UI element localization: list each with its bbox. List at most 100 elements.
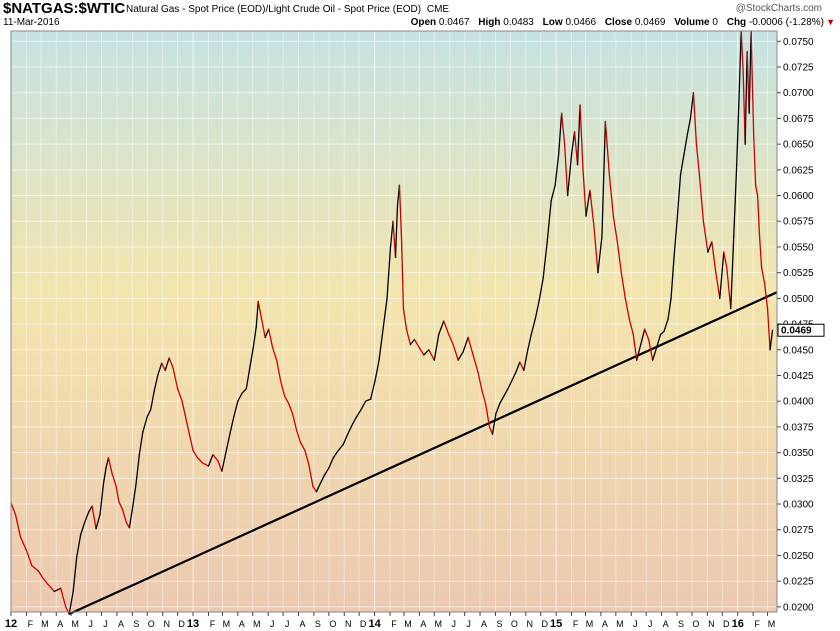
price-segment bbox=[153, 374, 159, 392]
price-segment bbox=[582, 169, 587, 217]
price-segment bbox=[279, 379, 286, 397]
y-tick-label: 0.0500 bbox=[783, 294, 814, 305]
chg-down-icon: ▼ bbox=[826, 17, 835, 27]
price-segment bbox=[249, 347, 254, 366]
price-segment bbox=[683, 133, 689, 156]
price-segment bbox=[332, 449, 339, 459]
x-month-label: J bbox=[285, 619, 290, 629]
price-segment bbox=[95, 513, 101, 530]
price-segment bbox=[686, 117, 692, 135]
high-label: High bbox=[478, 17, 501, 28]
y-tick-label: 0.0600 bbox=[783, 191, 814, 202]
price-segment bbox=[760, 266, 766, 284]
x-month-label: M bbox=[253, 619, 261, 629]
price-segment bbox=[304, 449, 310, 466]
y-tick-label: 0.0725 bbox=[783, 62, 814, 73]
x-month-label: M bbox=[435, 619, 443, 629]
y-axis: 0.0200 0.0225 0.0250 0.0275 0.0300 0.0325 0.03… bbox=[777, 37, 814, 613]
price-segment bbox=[186, 423, 194, 452]
x-month-label: S bbox=[496, 619, 502, 629]
price-segment bbox=[695, 143, 701, 176]
price-segment bbox=[225, 433, 231, 454]
price-segment bbox=[651, 347, 658, 361]
price-segment bbox=[161, 362, 166, 371]
price-segment bbox=[484, 402, 491, 428]
x-month-label: M bbox=[223, 619, 231, 629]
volume-label: Volume bbox=[674, 17, 710, 28]
price-segment bbox=[481, 390, 487, 404]
price-segment bbox=[374, 359, 380, 382]
y-tick-label: 0.0550 bbox=[783, 242, 814, 253]
plot-frame bbox=[10, 30, 778, 613]
price-segment bbox=[769, 329, 774, 351]
price-segment bbox=[756, 194, 761, 238]
price-segment bbox=[409, 338, 416, 346]
x-month-label: A bbox=[239, 619, 245, 629]
price-segment bbox=[711, 241, 717, 274]
price-segment bbox=[433, 333, 440, 361]
y-tick-label: 0.0375 bbox=[783, 422, 814, 433]
price-segment bbox=[736, 92, 740, 166]
price-segment bbox=[667, 297, 672, 320]
price-segment bbox=[579, 104, 584, 171]
price-segment bbox=[68, 590, 74, 615]
price-segment bbox=[733, 164, 738, 238]
x-month-label: J bbox=[270, 619, 275, 629]
price-segment bbox=[323, 467, 330, 476]
price-segment bbox=[237, 392, 243, 402]
price-segment bbox=[37, 570, 44, 579]
x-month-label: F bbox=[391, 619, 397, 629]
y-tick-label: 0.0425 bbox=[783, 371, 814, 382]
y-tick-label: 0.0525 bbox=[783, 268, 814, 279]
price-segment bbox=[142, 415, 148, 433]
x-month-label: M bbox=[616, 619, 624, 629]
price-segment bbox=[360, 400, 367, 411]
x-year-label: 13 bbox=[187, 618, 199, 630]
price-segment bbox=[566, 153, 573, 197]
x-month-label: O bbox=[148, 619, 155, 629]
price-segment bbox=[53, 587, 62, 593]
x-month-label: F bbox=[573, 619, 579, 629]
y-tick-label: 0.0450 bbox=[783, 345, 814, 356]
price-segment bbox=[196, 457, 204, 464]
price-segment bbox=[648, 338, 654, 361]
price-segment bbox=[107, 457, 113, 474]
price-segment bbox=[511, 371, 517, 382]
price-segment bbox=[719, 251, 725, 300]
stockcharts-credit[interactable]: @StockCharts.com bbox=[735, 3, 822, 14]
price-segment bbox=[418, 347, 425, 356]
high-value: 0.0483 bbox=[503, 17, 534, 28]
price-segment bbox=[10, 502, 17, 515]
price-segment bbox=[268, 328, 274, 349]
price-segment bbox=[620, 272, 626, 300]
y-tick-label: 0.0575 bbox=[783, 217, 814, 228]
support-trendline bbox=[68, 291, 778, 616]
price-segment bbox=[723, 251, 728, 269]
price-segment bbox=[295, 429, 302, 443]
x-month-label: O bbox=[329, 619, 336, 629]
y-tick-label: 0.0350 bbox=[783, 448, 814, 459]
price-segment bbox=[503, 388, 509, 397]
price-segment bbox=[554, 153, 560, 186]
price-segment bbox=[60, 587, 67, 608]
x-month-label: O bbox=[511, 619, 518, 629]
price-segment bbox=[499, 395, 505, 404]
x-axis: 12 F M A M J J A S O N D 13 F M A M J J A S O N D 14 F M A M J J A S O N D 1… bbox=[5, 612, 775, 630]
price-segment bbox=[707, 241, 713, 253]
price-segment bbox=[744, 50, 748, 145]
price-segment bbox=[337, 443, 344, 452]
last-value-marker: 0.0469 bbox=[777, 323, 825, 337]
price-segment bbox=[560, 112, 566, 145]
price-segment bbox=[467, 336, 474, 356]
price-segment bbox=[507, 379, 513, 390]
x-month-label: N bbox=[708, 619, 715, 629]
x-month-label: A bbox=[420, 619, 426, 629]
price-segment bbox=[632, 333, 638, 361]
price-segment bbox=[364, 398, 372, 402]
symbol-title: $NATGAS:$WTIC bbox=[3, 0, 126, 17]
x-month-label: A bbox=[299, 619, 305, 629]
x-month-label: A bbox=[481, 619, 487, 629]
price-segment bbox=[201, 462, 210, 467]
price-segment bbox=[83, 511, 90, 524]
price-segment bbox=[752, 133, 757, 186]
